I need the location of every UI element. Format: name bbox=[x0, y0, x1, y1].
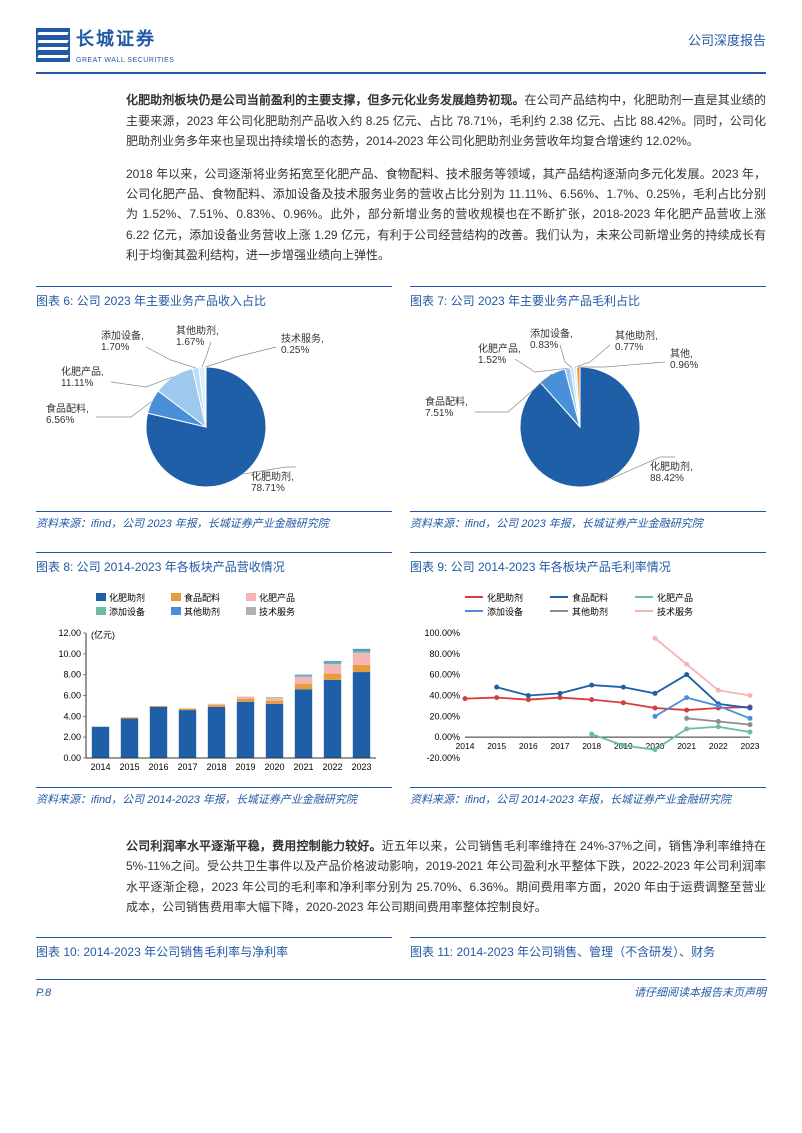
svg-text:4.00: 4.00 bbox=[63, 711, 81, 721]
para1-lead: 化肥助剂板块仍是公司当前盈利的主要支撑，但多元化业务发展趋势初现。 bbox=[126, 93, 525, 107]
svg-text:化肥产品: 化肥产品 bbox=[259, 592, 295, 603]
logo-mark-icon bbox=[36, 28, 70, 62]
svg-text:2021: 2021 bbox=[677, 741, 696, 751]
svg-text:2018: 2018 bbox=[206, 762, 226, 772]
fig9-title: 图表 9: 公司 2014-2023 年各板块产品毛利率情况 bbox=[410, 552, 766, 577]
fig6-source: 资料来源：ifind，公司 2023 年报，长城证券产业金融研究院 bbox=[36, 511, 392, 534]
svg-text:食品配料, 6.56%: 食品配料, 6.56% bbox=[46, 402, 92, 426]
fig10-title: 图表 10: 2014-2023 年公司销售毛利率与净利率 bbox=[36, 937, 392, 962]
svg-text:化肥产品, 1.52%: 化肥产品, 1.52% bbox=[478, 342, 524, 366]
svg-text:其他助剂: 其他助剂 bbox=[572, 606, 608, 617]
fig8-bar-chart: 化肥助剂 食品配料 化肥产品添加设备 其他助剂 技术服务 0.00 2.00 4.00 6.00… bbox=[36, 583, 386, 783]
paragraph-1: 化肥助剂板块仍是公司当前盈利的主要支撑，但多元化业务发展趋势初现。在公司产品结构… bbox=[36, 90, 766, 151]
svg-text:其他助剂, 0.77%: 其他助剂, 0.77% bbox=[615, 329, 661, 353]
svg-text:化肥产品, 11.11%: 化肥产品, 11.11% bbox=[61, 365, 107, 389]
svg-text:8.00: 8.00 bbox=[63, 670, 81, 680]
svg-text:0.00: 0.00 bbox=[63, 753, 81, 763]
svg-text:2022: 2022 bbox=[709, 741, 728, 751]
fig6-title: 图表 6: 公司 2023 年主要业务产品收入占比 bbox=[36, 286, 392, 311]
svg-text:2023: 2023 bbox=[351, 762, 371, 772]
svg-text:10.00: 10.00 bbox=[58, 649, 81, 659]
svg-text:食品配料: 食品配料 bbox=[184, 592, 220, 603]
svg-text:化肥助剂, 88.42%: 化肥助剂, 88.42% bbox=[650, 460, 696, 484]
svg-text:2018: 2018 bbox=[582, 741, 601, 751]
fig9-source: 资料来源：ifind，公司 2014-2023 年报，长城证券产业金融研究院 bbox=[410, 787, 766, 810]
svg-text:2017: 2017 bbox=[551, 741, 570, 751]
svg-text:80.00%: 80.00% bbox=[429, 649, 460, 659]
logo-text-en: GREAT WALL SECURITIES bbox=[76, 55, 174, 67]
svg-text:其他助剂: 其他助剂 bbox=[184, 606, 220, 617]
svg-text:其他, 0.96%: 其他, 0.96% bbox=[670, 347, 698, 371]
page-number: P.8 bbox=[36, 984, 51, 1003]
fig7-source: 资料来源：ifind，公司 2023 年报，长城证券产业金融研究院 bbox=[410, 511, 766, 534]
svg-text:100.00%: 100.00% bbox=[424, 628, 460, 638]
para3-lead: 公司利润率水平逐渐平稳，费用控制能力较好。 bbox=[126, 839, 382, 853]
fig7-pie-chart: 化肥助剂, 88.42% 食品配料, 7.51% 化肥产品, 1.52%添加设备, … bbox=[410, 317, 760, 507]
svg-text:技术服务: 技术服务 bbox=[259, 606, 295, 617]
svg-text:化肥助剂: 化肥助剂 bbox=[487, 592, 523, 603]
svg-text:2021: 2021 bbox=[293, 762, 313, 772]
svg-text:2014: 2014 bbox=[456, 741, 475, 751]
page-header: 长城证券 GREAT WALL SECURITIES 公司深度报告 bbox=[36, 24, 766, 74]
fig9-line-chart: 化肥助剂食品配料化肥产品添加设备其他助剂技术服务-20.00%0.00%20.0… bbox=[410, 583, 760, 783]
svg-text:化肥助剂: 化肥助剂 bbox=[109, 592, 145, 603]
svg-text:2014: 2014 bbox=[90, 762, 110, 772]
fig8-source: 资料来源：ifind，公司 2014-2023 年报，长城证券产业金融研究院 bbox=[36, 787, 392, 810]
fig11-title: 图表 11: 2014-2023 年公司销售、管理（不含研发）、财务 bbox=[410, 937, 766, 962]
svg-text:2022: 2022 bbox=[322, 762, 342, 772]
svg-text:2017: 2017 bbox=[177, 762, 197, 772]
svg-text:化肥助剂, 78.71%: 化肥助剂, 78.71% bbox=[251, 470, 297, 494]
fig7-title: 图表 7: 公司 2023 年主要业务产品毛利占比 bbox=[410, 286, 766, 311]
logo: 长城证券 GREAT WALL SECURITIES bbox=[36, 24, 174, 66]
svg-text:2019: 2019 bbox=[235, 762, 255, 772]
svg-text:2015: 2015 bbox=[487, 741, 506, 751]
svg-text:(亿元): (亿元) bbox=[91, 629, 115, 640]
svg-text:60.00%: 60.00% bbox=[429, 670, 460, 680]
svg-text:2020: 2020 bbox=[264, 762, 284, 772]
svg-text:20.00%: 20.00% bbox=[429, 711, 460, 721]
doc-type: 公司深度报告 bbox=[688, 30, 766, 52]
logo-text-cn: 长城证券 bbox=[76, 24, 174, 55]
paragraph-2: 2018 年以来，公司逐渐将业务拓宽至化肥产品、食物配料、技术服务等领域，其产品… bbox=[36, 164, 766, 266]
svg-text:食品配料: 食品配料 bbox=[572, 592, 608, 603]
paragraph-3: 公司利润率水平逐渐平稳，费用控制能力较好。近五年以来，公司销售毛利率维持在 24… bbox=[36, 836, 766, 918]
svg-text:2015: 2015 bbox=[119, 762, 139, 772]
page-footer: P.8 请仔细阅读本报告末页声明 bbox=[36, 979, 766, 1003]
svg-text:技术服务: 技术服务 bbox=[657, 606, 693, 617]
footer-note: 请仔细阅读本报告末页声明 bbox=[634, 984, 766, 1003]
svg-text:添加设备, 1.70%: 添加设备, 1.70% bbox=[101, 329, 147, 353]
svg-text:2.00: 2.00 bbox=[63, 732, 81, 742]
svg-text:6.00: 6.00 bbox=[63, 691, 81, 701]
svg-text:40.00%: 40.00% bbox=[429, 691, 460, 701]
svg-text:-20.00%: -20.00% bbox=[426, 753, 460, 763]
svg-text:其他助剂, 1.67%: 其他助剂, 1.67% bbox=[176, 324, 222, 348]
svg-text:12.00: 12.00 bbox=[58, 628, 81, 638]
svg-text:技术服务, 0.25%: 技术服务, 0.25% bbox=[281, 332, 327, 356]
svg-text:2023: 2023 bbox=[741, 741, 760, 751]
svg-text:添加设备: 添加设备 bbox=[109, 606, 145, 617]
fig6-pie-chart: 化肥助剂, 78.71% 食品配料, 6.56% 化肥产品, 11.11% 添加设备,… bbox=[36, 317, 386, 507]
svg-text:添加设备, 0.83%: 添加设备, 0.83% bbox=[530, 327, 576, 351]
svg-text:添加设备: 添加设备 bbox=[487, 606, 523, 617]
svg-text:2016: 2016 bbox=[148, 762, 168, 772]
svg-text:化肥产品: 化肥产品 bbox=[657, 592, 693, 603]
svg-text:食品配料, 7.51%: 食品配料, 7.51% bbox=[425, 395, 471, 419]
svg-text:2016: 2016 bbox=[519, 741, 538, 751]
fig8-title: 图表 8: 公司 2014-2023 年各板块产品营收情况 bbox=[36, 552, 392, 577]
